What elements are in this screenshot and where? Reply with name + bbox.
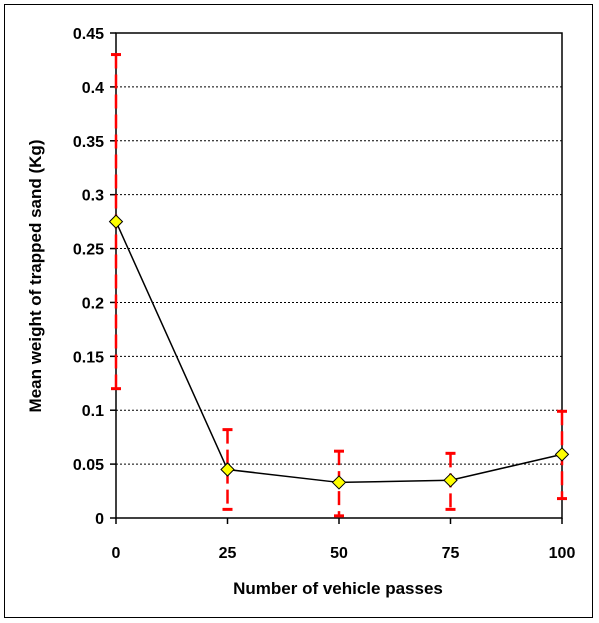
gridlines xyxy=(116,86,562,465)
x-tick-label: 100 xyxy=(549,545,576,562)
y-tick-label: 0.3 xyxy=(82,188,104,205)
y-tick-label: 0.1 xyxy=(82,403,104,420)
y-tick-label: 0.05 xyxy=(73,457,104,474)
y-tick-label: 0.25 xyxy=(73,242,104,259)
y-tick-label: 0.15 xyxy=(73,349,104,366)
x-tick-label: 50 xyxy=(330,545,348,562)
chart-frame xyxy=(4,4,593,618)
x-axis-ticks: 0 25 50 75 100 xyxy=(112,518,576,562)
y-tick-label: 0 xyxy=(95,511,104,528)
data-point-marker xyxy=(443,473,458,488)
series-line xyxy=(115,221,563,484)
y-axis-ticks: 0 0.05 0.1 0.15 0.2 0.25 0.3 0.35 0.4 0.45 xyxy=(73,26,116,528)
plot-area xyxy=(115,32,563,519)
x-tick-label: 0 xyxy=(112,545,121,562)
y-tick-label: 0.2 xyxy=(82,295,104,312)
x-tick-label: 75 xyxy=(442,545,460,562)
y-tick-label: 0.35 xyxy=(73,134,104,151)
y-tick-label: 0.4 xyxy=(82,80,104,97)
data-point-marker xyxy=(554,447,570,462)
error-bars xyxy=(111,53,567,518)
y-tick-label: 0.45 xyxy=(73,26,104,43)
data-point-marker xyxy=(108,214,124,229)
series-polyline xyxy=(115,221,563,484)
x-tick-label: 25 xyxy=(219,545,237,562)
data-point-marker xyxy=(331,475,347,490)
data-point-marker xyxy=(220,462,235,477)
x-axis-title: Number of vehicle passes xyxy=(233,579,443,598)
y-axis-title: Mean weight of trapped sand (Kg) xyxy=(26,140,45,413)
markers xyxy=(108,214,570,490)
